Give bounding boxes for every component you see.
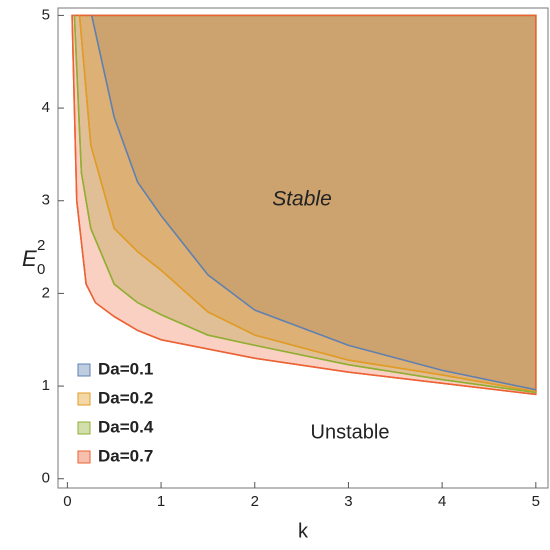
- x-tick-label: 1: [157, 493, 165, 510]
- legend-label: Da=0.7: [98, 446, 153, 465]
- boundary-line: [71, 15, 536, 396]
- annotation: Unstable: [311, 421, 390, 443]
- y-tick-label: 4: [42, 99, 50, 116]
- legend-label: Da=0.1: [98, 359, 153, 378]
- boundary-line: [73, 15, 536, 394]
- y-tick-label: 3: [42, 192, 50, 209]
- x-tick-label: 0: [63, 493, 71, 510]
- annotation: Stable: [272, 188, 332, 211]
- y-axis-label: E 0 2: [22, 237, 45, 278]
- y-tick-label: 5: [42, 6, 50, 23]
- plot-frame: [57, 7, 549, 489]
- legend-swatch: [77, 421, 91, 435]
- boundary-line: [78, 15, 536, 393]
- y-tick-label: 2: [42, 284, 50, 301]
- legend-label: Da=0.2: [98, 388, 153, 407]
- x-tick-label: 3: [344, 493, 352, 510]
- x-tick-label: 4: [438, 493, 446, 510]
- boundary-line: [90, 15, 536, 391]
- x-tick-label: 2: [251, 493, 259, 510]
- y-tick-label: 1: [42, 377, 50, 394]
- y-tick-label: 0: [42, 470, 50, 487]
- y-label-sub: 0: [37, 261, 45, 278]
- plot-area: [71, 14, 537, 396]
- x-tick-label: 5: [532, 493, 540, 510]
- legend-swatch: [77, 363, 91, 377]
- legend-swatch: [77, 392, 91, 406]
- legend-swatch: [77, 450, 91, 464]
- y-label-sup: 2: [37, 237, 45, 254]
- x-axis-label: k: [298, 520, 309, 542]
- legend-label: Da=0.4: [98, 417, 154, 436]
- y-label-base: E: [22, 246, 37, 271]
